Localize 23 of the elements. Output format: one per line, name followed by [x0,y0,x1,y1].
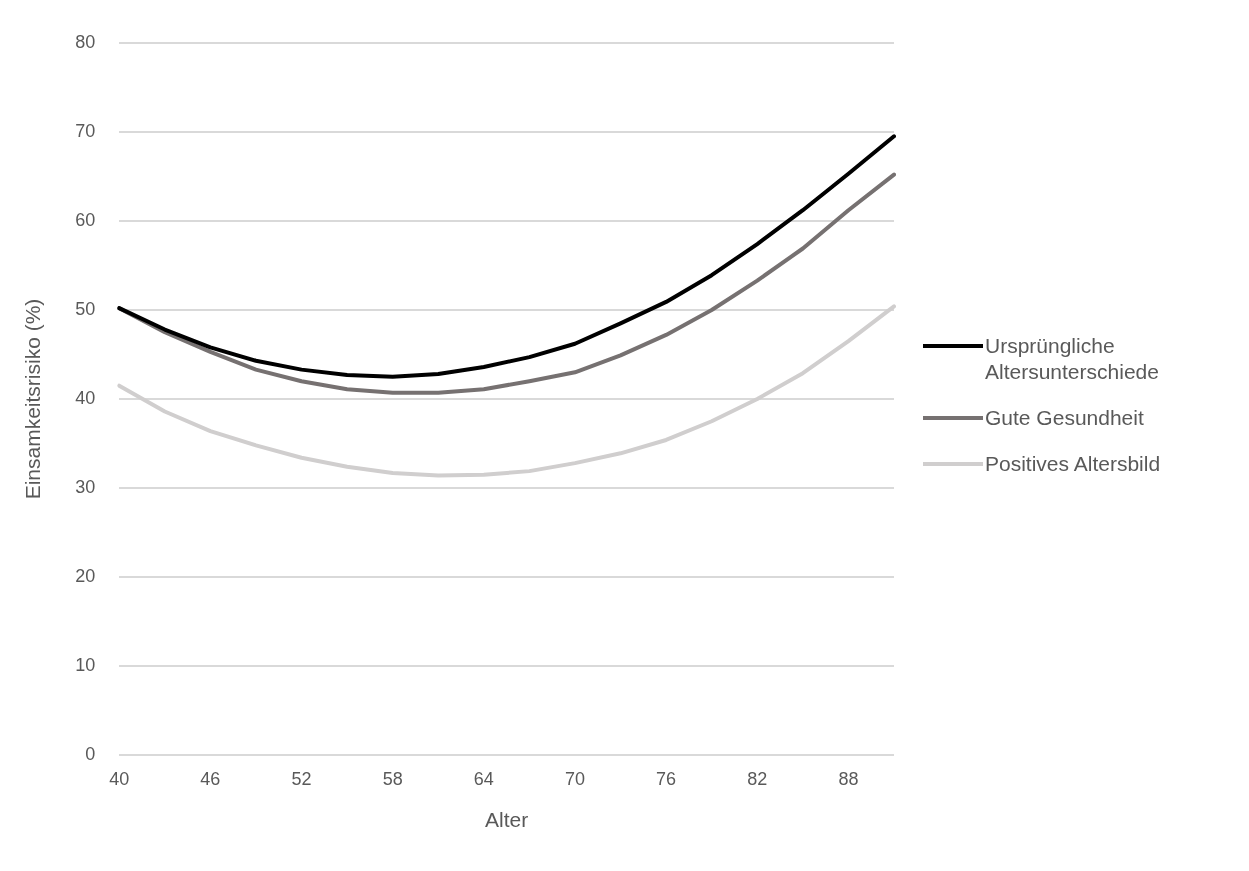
y-tick-label: 40 [75,387,96,408]
y-tick-label: 20 [75,566,96,587]
legend-label: Gute Gesundheit [985,405,1144,431]
y-tick-label: 0 [85,744,96,765]
x-tick-label: 70 [564,768,585,789]
y-tick-label: 50 [75,298,96,319]
legend-label: Ursprüngliche Altersunterschiede [985,333,1160,385]
y-axis-title: Einsamkeitsrisiko (%) [21,298,45,500]
x-axis-title: Alter [485,808,529,832]
x-tick-label: 52 [291,768,312,789]
y-tick-label: 80 [75,31,96,52]
y-tick-label: 60 [75,209,96,230]
x-tick-label: 58 [382,768,403,789]
y-tick-label: 70 [75,120,96,141]
x-tick-label: 46 [200,768,221,789]
y-tick-label: 30 [75,477,96,498]
x-tick-label: 76 [656,768,677,789]
x-tick-label: 82 [747,768,768,789]
legend-label: Positives Altersbild [985,451,1161,477]
x-tick-label: 64 [473,768,494,789]
x-tick-label: 88 [838,768,859,789]
x-tick-label: 40 [109,768,130,789]
y-tick-label: 10 [75,655,96,676]
